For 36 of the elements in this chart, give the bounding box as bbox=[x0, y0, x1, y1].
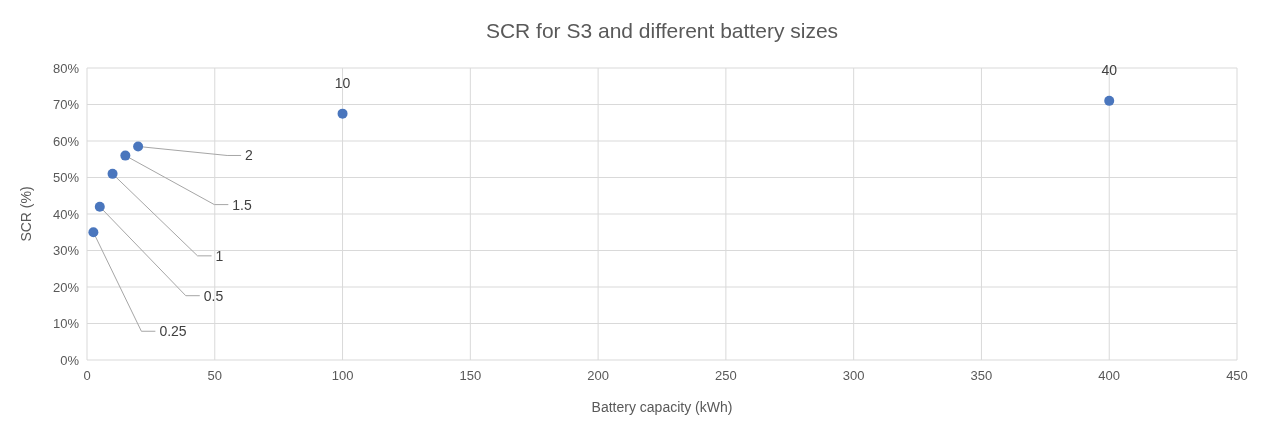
x-tick-label: 300 bbox=[842, 368, 865, 383]
y-tick-label: 50% bbox=[52, 170, 80, 185]
y-tick-label: 40% bbox=[52, 206, 80, 222]
annotation: 0.5 bbox=[203, 287, 224, 304]
point bbox=[133, 141, 144, 152]
annotation: 40 bbox=[1101, 61, 1118, 78]
y-tick-label: 30% bbox=[52, 243, 80, 258]
x-tick-label: 150 bbox=[459, 368, 482, 383]
chart-title: SCR for S3 and different battery sizes bbox=[485, 19, 839, 42]
annotation: 0.25 bbox=[159, 323, 187, 340]
x-tick-label: 50 bbox=[207, 368, 223, 383]
point bbox=[120, 150, 131, 161]
y-tick-label: 10% bbox=[52, 316, 80, 331]
x-axis-title: Battery capacity (kWh) bbox=[591, 399, 733, 415]
y-axis-title: SCR (%) bbox=[18, 186, 34, 242]
y-tick-label: 80% bbox=[52, 60, 80, 76]
x-tick-label: 0 bbox=[83, 368, 91, 383]
y-tick-label: 60% bbox=[52, 133, 80, 149]
y-tick-label: 20% bbox=[52, 279, 80, 295]
point bbox=[1104, 95, 1115, 106]
point bbox=[107, 168, 118, 179]
annotation: 2 bbox=[245, 147, 254, 164]
x-tick-label: 350 bbox=[970, 368, 993, 383]
point bbox=[88, 227, 99, 238]
x-tick-label: 250 bbox=[715, 368, 737, 383]
point bbox=[94, 201, 105, 212]
x-tick-label: 100 bbox=[331, 368, 354, 383]
annotation: 10 bbox=[334, 74, 351, 91]
y-tick-label: 0% bbox=[60, 352, 80, 368]
x-tick-label: 450 bbox=[1226, 368, 1248, 383]
point bbox=[337, 108, 348, 119]
x-tick-label: 200 bbox=[587, 368, 609, 383]
annotation: 1 bbox=[215, 247, 224, 264]
annotation: 1.5 bbox=[232, 196, 253, 213]
y-tick-label: 70% bbox=[52, 97, 80, 112]
x-tick-label: 400 bbox=[1098, 368, 1121, 383]
